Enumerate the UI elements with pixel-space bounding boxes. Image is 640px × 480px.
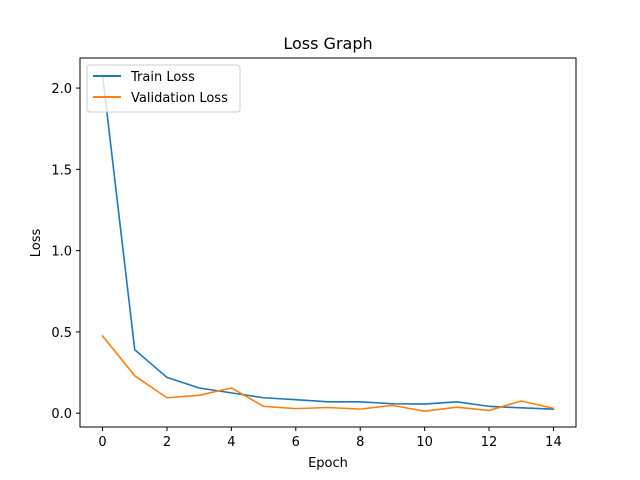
legend: Train Loss Validation Loss: [86, 64, 241, 113]
y-axis-ticks: 0.0 0.5 1.0 1.5 2.0: [51, 82, 80, 422]
x-tick-label: 12: [481, 435, 498, 450]
x-tick-label: 8: [356, 435, 364, 450]
x-tick-label: 10: [416, 435, 433, 450]
series-line-validation-loss: [101, 334, 555, 413]
plot-frame: [79, 57, 577, 428]
y-tick-label: 0.5: [51, 326, 72, 341]
x-tick-label: 14: [545, 435, 562, 450]
series-line-train-loss: [101, 74, 555, 410]
y-axis-label: Loss: [29, 229, 44, 258]
x-axis-ticks: 0 2 4 6 8 10 12 14: [98, 427, 562, 450]
y-tick-label: 1.5: [51, 163, 72, 178]
y-tick-label: 1.0: [51, 245, 72, 260]
legend-label-validation-loss: Validation Loss: [131, 91, 228, 106]
x-tick-label: 2: [163, 435, 171, 450]
y-tick-label: 0.0: [51, 407, 72, 422]
legend-label-train-loss: Train Loss: [130, 70, 195, 85]
legend-box: [86, 64, 241, 113]
x-tick-label: 0: [98, 435, 106, 450]
x-axis-label: Epoch: [308, 456, 348, 471]
x-tick-label: 6: [292, 435, 300, 450]
chart-title: Loss Graph: [283, 34, 372, 53]
series-layer: [101, 74, 555, 413]
x-tick-label: 4: [227, 435, 235, 450]
y-tick-label: 2.0: [51, 82, 72, 97]
